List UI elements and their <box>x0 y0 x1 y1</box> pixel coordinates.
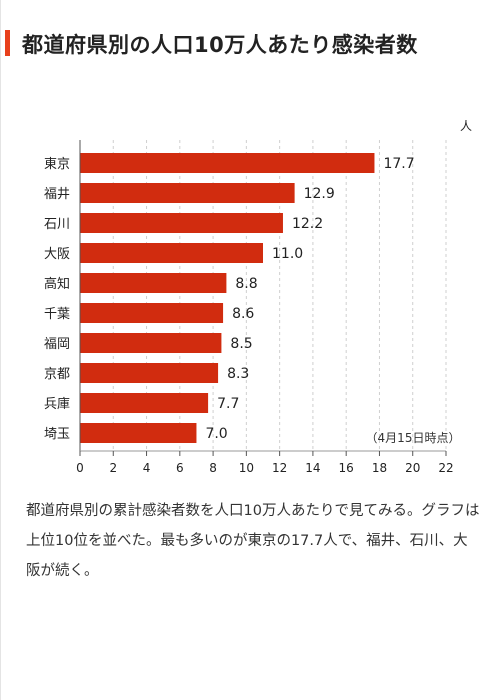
value-label: 8.3 <box>227 366 249 382</box>
bar-chart: 人東京 17.7 福井 12.9 石川 12.2 大阪 11.0 高知 8.8 千葉 8.6 福岡 8.5… <box>44 119 472 475</box>
category-label: 兵庫 <box>44 397 70 412</box>
category-label: 埼玉 <box>44 427 70 442</box>
value-label: 8.6 <box>232 306 254 322</box>
bar <box>80 213 283 233</box>
x-tick-label: 0 <box>76 461 84 475</box>
value-label: 8.8 <box>235 276 257 292</box>
x-tick-label: 20 <box>405 461 420 475</box>
value-label: 11.0 <box>272 246 303 262</box>
value-label: 7.0 <box>205 426 227 442</box>
article-title: 都道府県別の人口10万人あたり感染者数 <box>22 33 418 57</box>
x-tick-label: 2 <box>109 461 117 475</box>
category-label: 東京 <box>44 156 70 172</box>
left-border <box>0 0 1 700</box>
bar <box>80 423 197 443</box>
x-tick-label: 4 <box>143 461 151 475</box>
value-label: 7.7 <box>217 396 239 412</box>
x-tick-label: 12 <box>272 461 287 475</box>
bar <box>80 243 263 263</box>
bar <box>80 153 375 173</box>
category-label: 千葉 <box>44 307 70 322</box>
x-tick-label: 6 <box>176 461 184 475</box>
category-label: 京都 <box>44 367 70 382</box>
bar <box>80 273 227 293</box>
value-label: 8.5 <box>230 336 252 352</box>
category-label: 福井 <box>44 187 70 202</box>
x-tick-label: 8 <box>209 461 217 475</box>
x-tick-label: 10 <box>239 461 254 475</box>
category-label: 石川 <box>44 217 70 232</box>
bar <box>80 303 224 323</box>
value-label: 12.9 <box>304 186 335 202</box>
bar <box>80 183 295 203</box>
value-label: 17.7 <box>383 156 414 172</box>
date-note: （4月15日時点） <box>366 431 461 445</box>
bar <box>80 333 222 353</box>
x-tick-label: 14 <box>305 461 320 475</box>
category-label: 高知 <box>44 276 70 292</box>
article-body: 都道府県別の累計感染者数を人口10万人あたりで見てみる。グラフは上位10位を並べ… <box>26 503 480 579</box>
category-label: 大阪 <box>44 247 70 262</box>
x-tick-label: 18 <box>372 461 387 475</box>
x-tick-label: 22 <box>438 461 453 475</box>
title-accent-bar <box>5 30 10 56</box>
bar <box>80 393 209 413</box>
unit-label: 人 <box>460 119 472 133</box>
value-label: 12.2 <box>292 216 323 232</box>
bar <box>80 363 219 383</box>
x-tick-label: 16 <box>339 461 354 475</box>
category-label: 福岡 <box>44 337 70 352</box>
